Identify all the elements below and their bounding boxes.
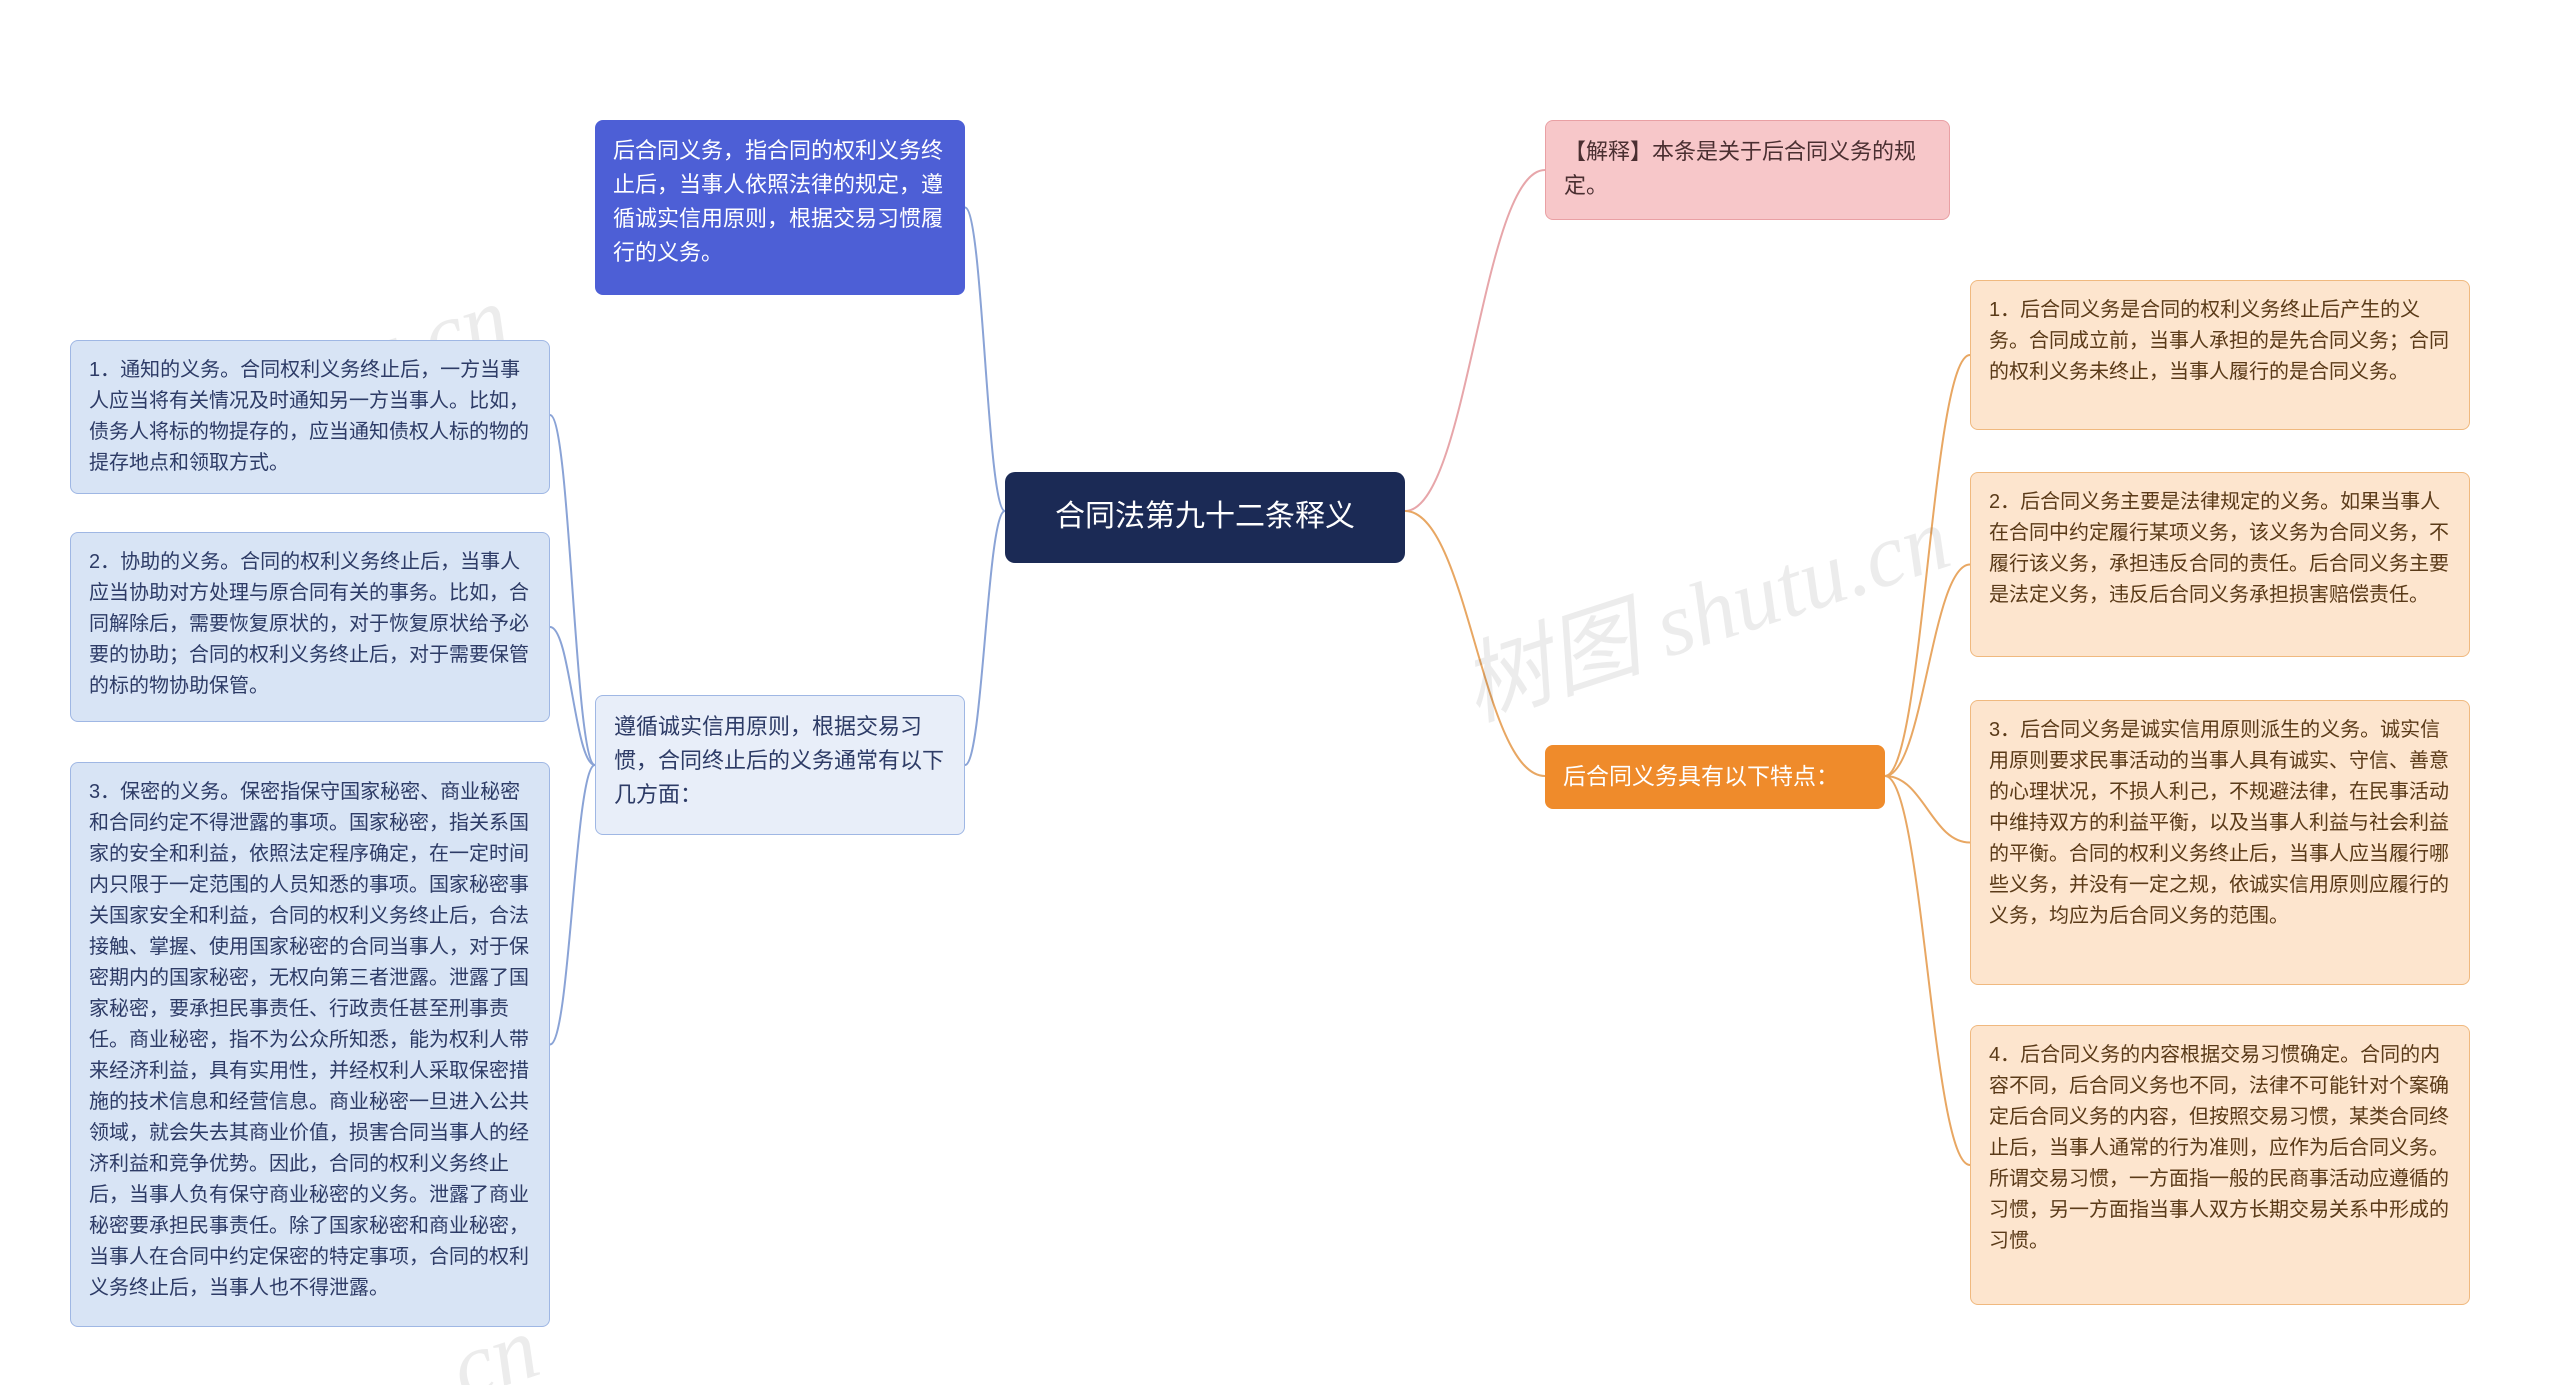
node-left-aspect-2[interactable]: 2．协助的义务。合同的权利义务终止后，当事人应当协助对方处理与原合同有关的事务。… <box>70 532 550 722</box>
node-right-feature-1[interactable]: 1．后合同义务是合同的权利义务终止后产生的义务。合同成立前，当事人承担的是先合同… <box>1970 280 2470 430</box>
node-right-feature-3[interactable]: 3．后合同义务是诚实信用原则派生的义务。诚实信用原则要求民事活动的当事人具有诚实… <box>1970 700 2470 985</box>
node-right-features[interactable]: 后合同义务具有以下特点： <box>1545 745 1885 809</box>
node-left-aspect-1[interactable]: 1．通知的义务。合同权利义务终止后，一方当事人应当将有关情况及时通知另一方当事人… <box>70 340 550 494</box>
node-right-explain[interactable]: 【解释】本条是关于后合同义务的规定。 <box>1545 120 1950 220</box>
node-left-definition[interactable]: 后合同义务，指合同的权利义务终止后，当事人依照法律的规定，遵循诚实信用原则，根据… <box>595 120 965 295</box>
node-right-feature-2[interactable]: 2．后合同义务主要是法律规定的义务。如果当事人在合同中约定履行某项义务，该义务为… <box>1970 472 2470 657</box>
node-left-aspects[interactable]: 遵循诚实信用原则，根据交易习惯，合同终止后的义务通常有以下几方面： <box>595 695 965 835</box>
mindmap-root[interactable]: 合同法第九十二条释义 <box>1005 472 1405 563</box>
watermark: 树图 shutu.cn <box>1442 465 1962 745</box>
node-left-aspect-3[interactable]: 3．保密的义务。保密指保守国家秘密、商业秘密和合同约定不得泄露的事项。国家秘密，… <box>70 762 550 1327</box>
node-right-feature-4[interactable]: 4．后合同义务的内容根据交易习惯确定。合同的内容不同，后合同义务也不同，法律不可… <box>1970 1025 2470 1305</box>
